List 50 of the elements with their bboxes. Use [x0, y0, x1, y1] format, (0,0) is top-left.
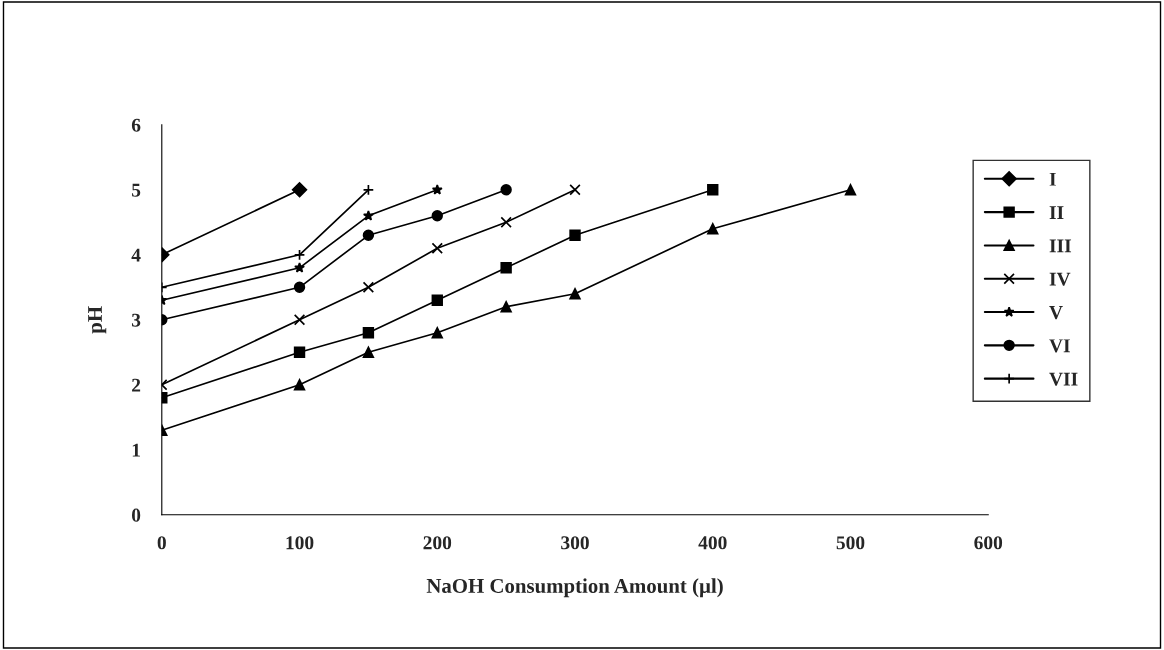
y-tick-label: 1	[132, 443, 140, 457]
y-tick-label: 5	[132, 183, 141, 197]
y-tick-label: 6	[131, 118, 141, 132]
legend-label: VI	[1049, 339, 1070, 353]
x-tick-label: 500	[836, 536, 865, 550]
legend-label: II	[1049, 206, 1064, 219]
point	[569, 229, 581, 241]
point	[362, 346, 375, 358]
point	[500, 301, 512, 313]
point	[293, 314, 306, 326]
point	[431, 294, 443, 306]
point	[362, 184, 375, 196]
point	[707, 184, 719, 196]
point	[500, 184, 512, 196]
point	[362, 229, 375, 241]
legend-label: III	[1049, 239, 1072, 253]
y-tick-label: 3	[131, 313, 141, 327]
point	[500, 262, 512, 274]
y-tick-label: 0	[131, 508, 141, 522]
x-tick-label: 600	[974, 536, 1003, 550]
point	[431, 184, 443, 195]
y-tick-label: 4	[131, 248, 141, 262]
point	[431, 242, 443, 254]
point	[569, 288, 581, 300]
point	[707, 223, 719, 235]
point	[293, 281, 306, 293]
x-tick-label: 300	[561, 536, 589, 550]
point	[293, 346, 306, 358]
point	[569, 184, 581, 196]
x-axis-title: NaOH Consumption Amount (µl)	[426, 578, 723, 598]
legend-label: VII	[1049, 372, 1078, 386]
point	[293, 379, 306, 391]
x-tick-label: 0	[157, 536, 166, 550]
point	[294, 262, 305, 273]
legend-label: V	[1049, 306, 1063, 320]
point	[500, 216, 512, 228]
point	[362, 327, 375, 339]
point	[293, 249, 306, 261]
legend-label: IV	[1049, 272, 1071, 286]
x-tick-label: 100	[286, 536, 314, 550]
point	[844, 184, 857, 196]
point	[362, 281, 375, 293]
y-tick-label: 2	[132, 378, 141, 392]
point	[431, 327, 443, 339]
x-tick-label: 200	[423, 536, 452, 550]
point	[431, 210, 443, 222]
point	[362, 210, 374, 221]
y-axis-title: pH	[88, 306, 107, 334]
legend-label: I	[1049, 172, 1056, 186]
x-tick-label: 400	[698, 536, 727, 550]
